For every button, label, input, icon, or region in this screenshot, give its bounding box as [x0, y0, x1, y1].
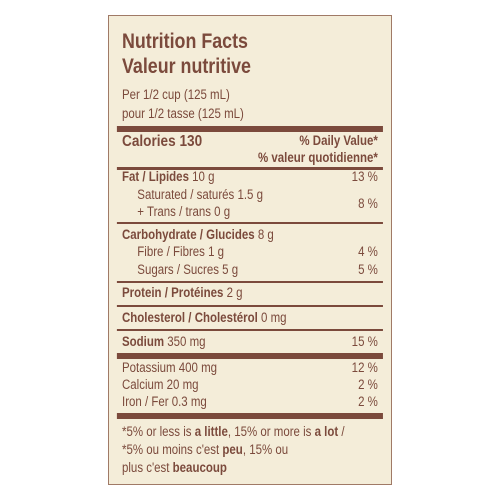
dv: 12 %: [351, 360, 378, 375]
carb-row: Carbohydrate / Glucides 8 g: [122, 227, 274, 243]
amount: 2 g: [226, 285, 243, 300]
serving-fr: pour 1/2 tasse (125 mL): [122, 106, 244, 121]
nutrient: Carbohydrate / Glucides: [122, 227, 255, 242]
nutrient: Saturated / saturés 1.5 g: [137, 187, 263, 202]
cholesterol-row: Cholesterol / Cholestérol 0 mg: [122, 310, 287, 326]
nutrient: Protein / Protéines: [122, 285, 224, 300]
rule: [116, 126, 383, 132]
nutrient: Sodium: [122, 334, 165, 349]
daily-value: % Daily Value*: [299, 133, 378, 148]
footnote-text: *5% or less is: [122, 424, 195, 439]
footnote-text: beaucoup: [172, 460, 227, 475]
calories: Calories 130: [122, 133, 203, 150]
amount: 10 g: [192, 169, 215, 184]
footnote-text: *5% ou moins c'est: [122, 442, 223, 457]
rule: [116, 281, 383, 283]
dv: 5 %: [358, 262, 378, 277]
footnote-line: *5% or less is a little, 15% or more is …: [122, 424, 345, 440]
footnote-text: peu: [222, 442, 243, 457]
nutrition-label: [108, 15, 392, 485]
rule: [116, 413, 383, 419]
amount: 350 mg: [167, 334, 206, 349]
nutrient: + Trans / trans 0 g: [137, 204, 231, 219]
dv: 15 %: [351, 334, 378, 349]
title: Nutrition Facts: [122, 30, 248, 53]
fat-row: Fat / Lipides 10 g: [122, 169, 214, 185]
footnote-text: a lot: [314, 424, 339, 439]
serving: Per 1/2 cup (125 mL): [122, 87, 230, 102]
amount: 0 mg: [261, 310, 287, 325]
dv: 2 %: [358, 377, 378, 392]
footnote-line: *5% ou moins c'est peu, 15% ou: [122, 442, 288, 458]
footnote-text: , 15% or more is: [227, 424, 315, 439]
nutrient: Sugars / Sucres 5 g: [137, 262, 239, 277]
amount: 8 g: [257, 227, 274, 242]
dv: 2 %: [358, 394, 378, 409]
nutrient: Calcium 20 mg: [122, 377, 199, 392]
daily-value-fr: % valeur quotidienne*: [257, 150, 378, 165]
sodium-row: Sodium 350 mg: [122, 334, 206, 350]
dv: 13 %: [351, 169, 378, 184]
footnote-text: /: [338, 424, 345, 439]
dv: 4 %: [358, 244, 378, 259]
title-fr: Valeur nutritive: [122, 55, 251, 78]
rule: [116, 222, 383, 224]
label-content: Nutrition Facts Valeur nutritive Per 1/2…: [116, 0, 383, 500]
footnote-text: plus c'est: [122, 460, 173, 475]
footnote-line: plus c'est beaucoup: [122, 460, 227, 476]
rule: [116, 329, 383, 331]
nutrient: Fibre / Fibres 1 g: [137, 244, 225, 259]
rule: [116, 167, 383, 170]
nutrient: Fat / Lipides: [122, 169, 189, 184]
footnote-text: , 15% ou: [242, 442, 289, 457]
rule: [116, 305, 383, 307]
footnote-text: a little: [194, 424, 228, 439]
nutrient: Cholesterol / Cholestérol: [122, 310, 258, 325]
nutrient: Iron / Fer 0.3 mg: [122, 394, 207, 409]
dv: 8 %: [358, 196, 378, 211]
protein-row: Protein / Protéines 2 g: [122, 285, 243, 301]
rule: [116, 353, 383, 359]
nutrient: Potassium 400 mg: [122, 360, 218, 375]
